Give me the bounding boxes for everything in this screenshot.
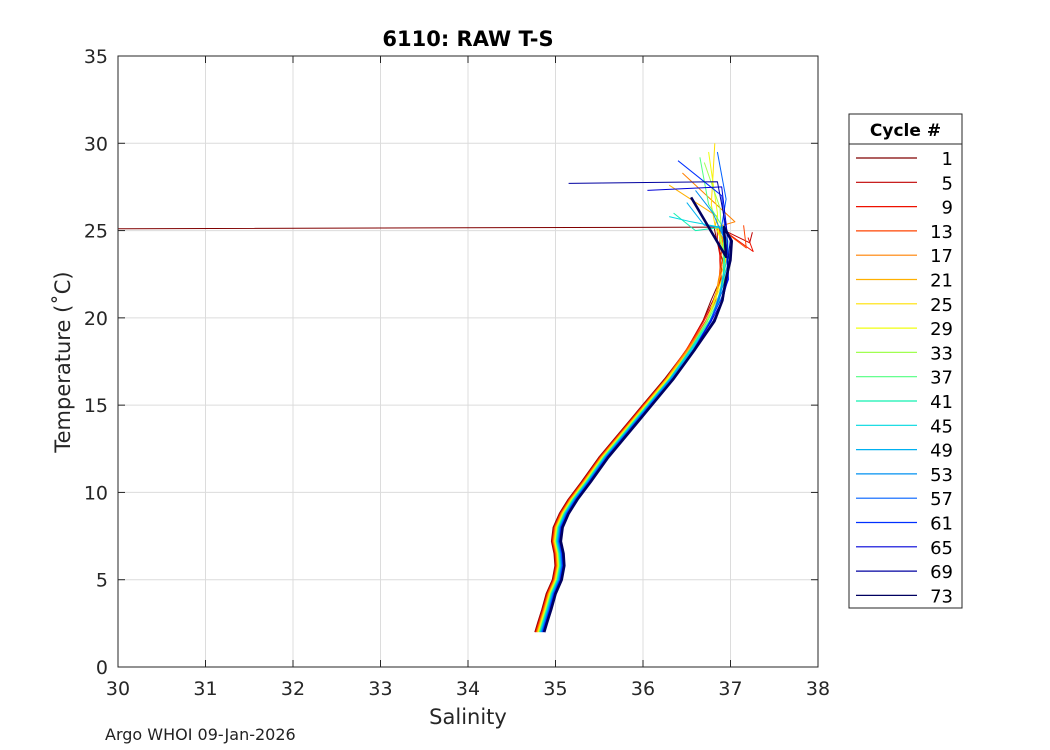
legend-label-cycle-41: 41 bbox=[930, 392, 953, 413]
legend-label-cycle-29: 29 bbox=[930, 319, 953, 340]
legend-label-cycle-25: 25 bbox=[930, 295, 953, 316]
legend-label-cycle-73: 73 bbox=[930, 586, 953, 607]
grid bbox=[118, 56, 818, 667]
axis-ticks: 30 31 32 33 34 35 36 37 38 0 5 10 15 20 25 30 35 bbox=[84, 46, 830, 700]
legend-label-cycle-45: 45 bbox=[930, 416, 953, 437]
y-tick-label: 15 bbox=[84, 395, 108, 417]
x-tick-label: 34 bbox=[456, 678, 480, 700]
legend-label-cycle-65: 65 bbox=[930, 538, 953, 559]
y-tick-label: 30 bbox=[84, 133, 108, 155]
x-tick-label: 38 bbox=[806, 678, 830, 700]
x-tick-label: 30 bbox=[106, 678, 130, 700]
data-lines bbox=[117, 143, 754, 633]
legend-label-cycle-5: 5 bbox=[942, 173, 953, 194]
profile-line-cycle-73 bbox=[542, 196, 734, 633]
legend-label-cycle-17: 17 bbox=[930, 246, 953, 267]
legend-label-cycle-57: 57 bbox=[930, 489, 953, 510]
x-tick-label: 31 bbox=[193, 678, 217, 700]
legend-label-cycle-49: 49 bbox=[930, 441, 953, 462]
legend-label-cycle-53: 53 bbox=[930, 465, 953, 486]
legend-items: 1 5 9 13 17 21 25 29 33 37 41 45 49 53 57 61 65 69 73 bbox=[856, 149, 953, 607]
y-tick-label: 5 bbox=[96, 570, 108, 592]
y-tick-label: 25 bbox=[84, 221, 108, 243]
legend-label-cycle-69: 69 bbox=[930, 562, 953, 583]
legend-label-cycle-37: 37 bbox=[930, 368, 953, 389]
y-tick-label: 20 bbox=[84, 308, 108, 330]
x-tick-label: 33 bbox=[368, 678, 392, 700]
x-tick-label: 36 bbox=[631, 678, 655, 700]
legend-label-cycle-61: 61 bbox=[930, 514, 953, 535]
legend-box bbox=[848, 113, 963, 609]
x-axis-label: Salinity bbox=[429, 705, 507, 729]
chart-title: 6110: RAW T-S bbox=[382, 27, 553, 51]
legend-title: Cycle # bbox=[870, 121, 941, 141]
legend-label-cycle-13: 13 bbox=[930, 222, 953, 243]
y-tick-label: 35 bbox=[84, 46, 108, 68]
legend-label-cycle-9: 9 bbox=[942, 198, 953, 219]
y-tick-label: 0 bbox=[96, 657, 108, 679]
footer-credit: Argo WHOI 09-Jan-2026 bbox=[105, 725, 296, 744]
legend-label-cycle-33: 33 bbox=[930, 343, 953, 364]
legend-label-cycle-21: 21 bbox=[930, 271, 953, 292]
y-axis-label: Temperature (˚C) bbox=[51, 271, 75, 453]
legend-label-cycle-1: 1 bbox=[942, 149, 953, 170]
y-tick-label: 10 bbox=[84, 482, 108, 504]
legend: Cycle # 1 5 9 13 17 21 25 29 33 37 41 45 49 53 57 61 65 6… bbox=[848, 113, 963, 609]
x-tick-label: 35 bbox=[543, 678, 567, 700]
x-tick-label: 37 bbox=[718, 678, 742, 700]
x-tick-label: 32 bbox=[281, 678, 305, 700]
